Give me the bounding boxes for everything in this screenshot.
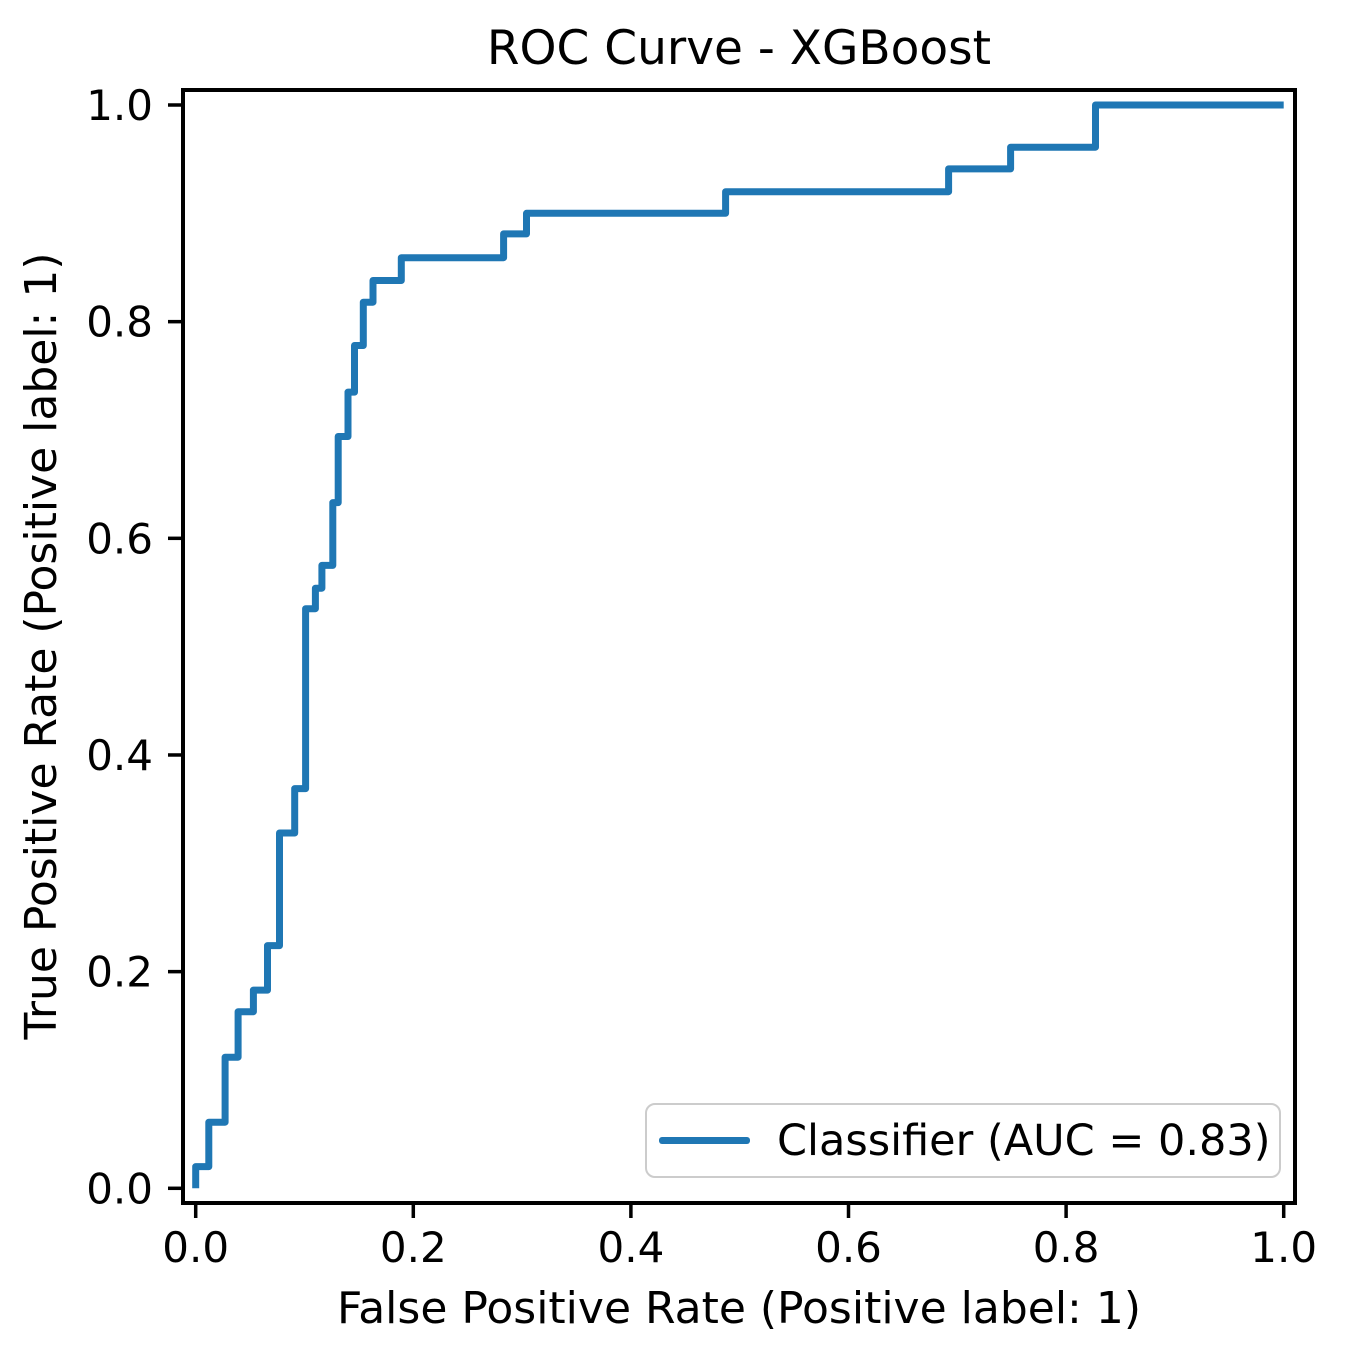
x-tick-label: 0.2 bbox=[380, 1223, 447, 1272]
x-axis-label: False Positive Rate (Positive label: 1) bbox=[336, 1283, 1142, 1334]
roc-curve bbox=[192, 101, 1284, 1189]
y-tick-label: 0.0 bbox=[86, 1164, 153, 1213]
x-tick-label: 0.6 bbox=[815, 1223, 882, 1272]
chart-title: ROC Curve - XGBoost bbox=[486, 21, 992, 76]
legend-box: Classifier (AUC = 0.83) bbox=[645, 1103, 1281, 1178]
y-tick-label: 0.4 bbox=[86, 731, 153, 780]
y-axis-label: True Positive Rate (Positive label: 1) bbox=[16, 252, 67, 1040]
y-tick-label: 0.6 bbox=[86, 514, 153, 563]
legend-line-sample bbox=[659, 1137, 750, 1144]
x-tick-label: 0.8 bbox=[1033, 1223, 1100, 1272]
y-tick-label: 0.8 bbox=[86, 298, 153, 347]
x-tick-label: 0.0 bbox=[162, 1223, 229, 1272]
y-tick-label: 1.0 bbox=[86, 81, 153, 130]
x-tick-label: 0.4 bbox=[598, 1223, 665, 1272]
legend-label: Classifier (AUC = 0.83) bbox=[777, 1115, 1271, 1166]
axes-frame bbox=[181, 88, 1297, 1205]
y-tick-label: 0.2 bbox=[86, 948, 153, 997]
x-tick-label: 1.0 bbox=[1250, 1223, 1317, 1272]
